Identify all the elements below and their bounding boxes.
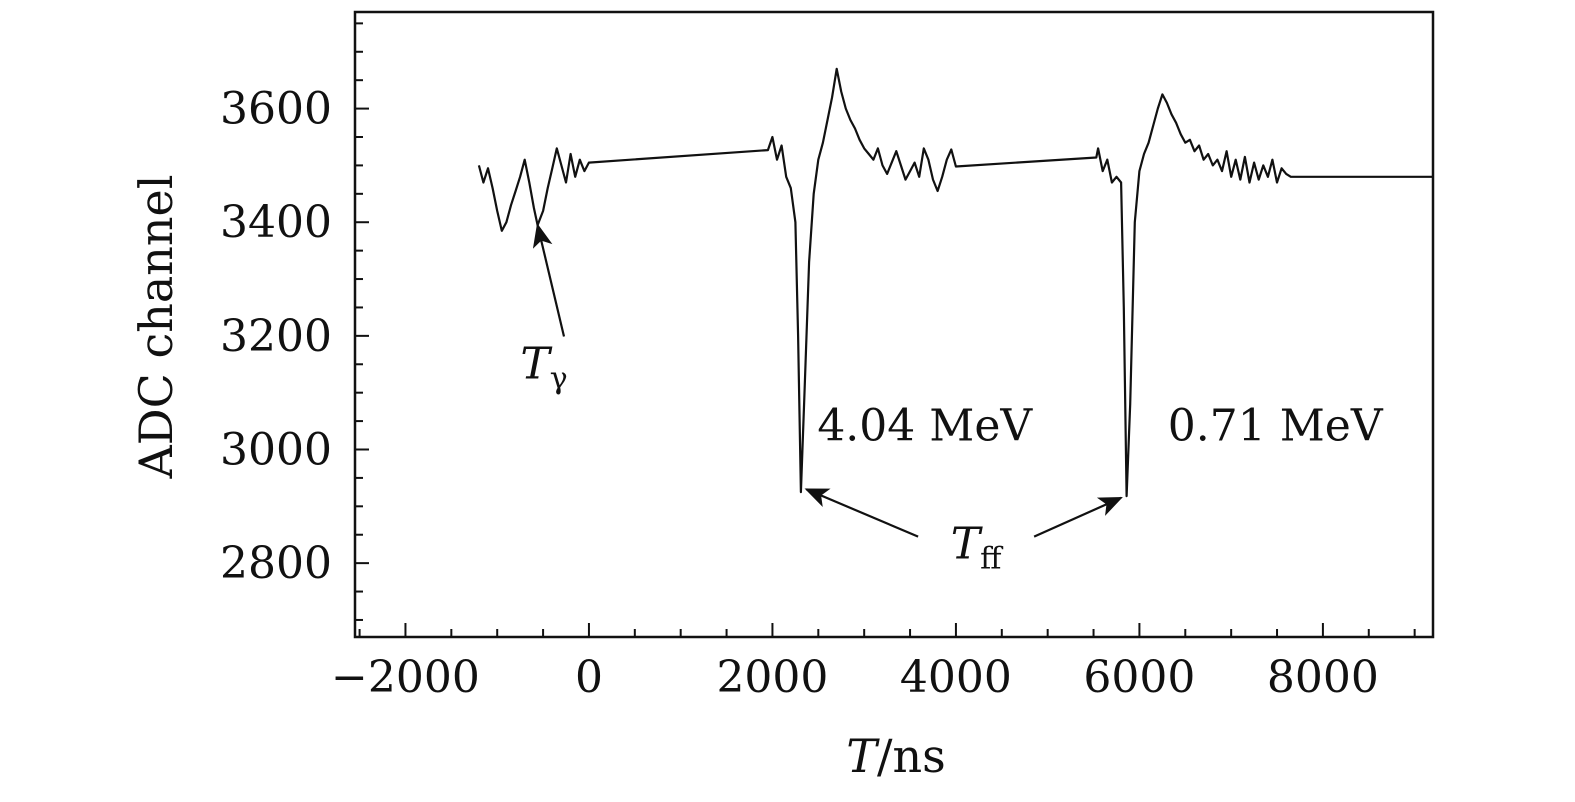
labels-layer: ADC channel T/ns	[129, 175, 946, 783]
annotation-subscript: γ	[550, 361, 568, 396]
x-axis-label: T/ns	[846, 729, 945, 783]
series-layer	[477, 67, 1433, 498]
annotation-subscript: ff	[980, 542, 1004, 577]
x-tick-label: 2000	[716, 652, 828, 703]
x-tick-label: 4000	[900, 652, 1012, 703]
y-tick-label: 3200	[220, 311, 332, 362]
x-tick-label: −2000	[331, 652, 480, 703]
axes-layer: −2000 0 2000 4000 6000 8000 2800 3000 3200 3400 36…	[220, 10, 1435, 703]
y-tick-label: 3400	[220, 197, 332, 248]
x-tick-label: 6000	[1083, 652, 1195, 703]
y-tick-label: 3000	[220, 425, 332, 476]
y-axis-label: ADC channel	[129, 175, 183, 480]
series-line-0	[477, 67, 1433, 498]
annotation-arrow	[532, 223, 566, 337]
y-tick-label: 3600	[220, 84, 332, 135]
plot-frame	[353, 10, 1435, 639]
annotation-label: Tγ	[520, 338, 567, 396]
x-axis-label-variable: T	[846, 729, 880, 783]
annotation-arrow	[804, 488, 919, 538]
x-axis-label-unit: /ns	[877, 729, 946, 783]
energy-label: 0.71 MeV	[1168, 400, 1384, 451]
x-tick-label: 0	[575, 652, 603, 703]
annotation-variable: T	[520, 338, 553, 389]
y-tick-label: 2800	[220, 538, 332, 589]
x-tick-label: 8000	[1267, 652, 1379, 703]
annotation-variable: T	[951, 519, 984, 570]
energy-label: 4.04 MeV	[817, 400, 1033, 451]
annotation-label: Tff	[951, 519, 1004, 577]
annotation-arrow	[1033, 496, 1123, 538]
